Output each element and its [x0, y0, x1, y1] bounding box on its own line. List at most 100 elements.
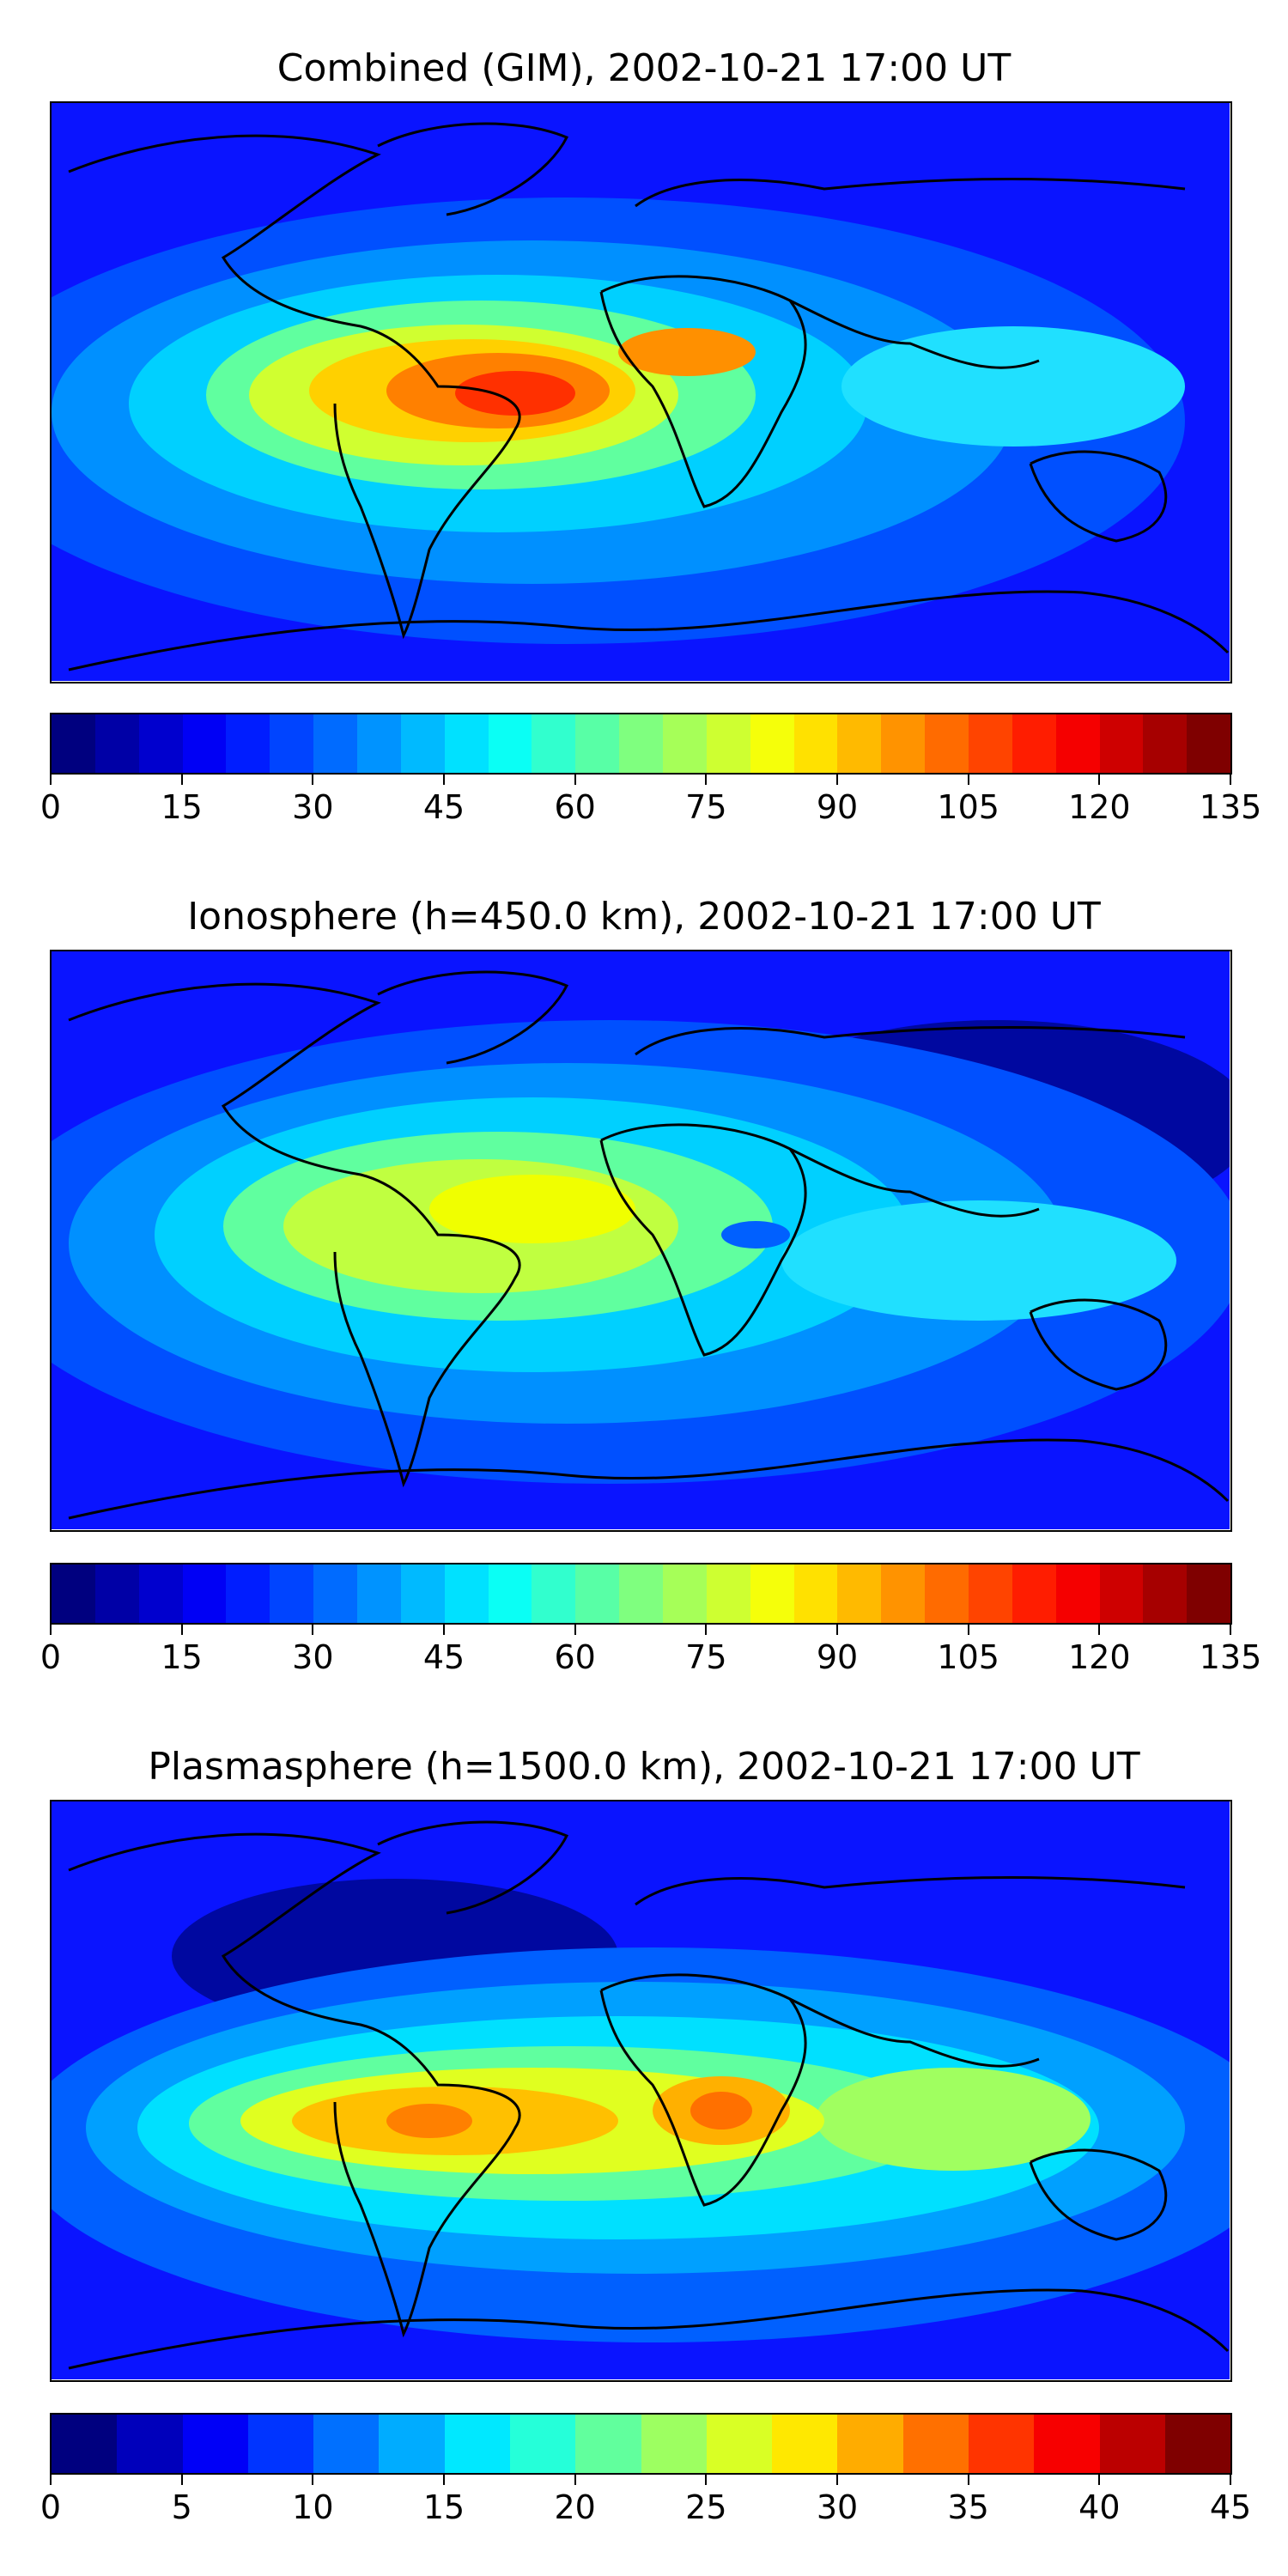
- colorbar-level: [706, 714, 750, 773]
- colorbar-level: [750, 714, 794, 773]
- colorbar-tick: [836, 1625, 838, 1635]
- colorbar-tick-label: 25: [685, 2488, 727, 2526]
- colorbar-level: [881, 1564, 926, 1623]
- colorbar-tick: [1098, 1625, 1101, 1635]
- contour-band: [721, 1221, 790, 1249]
- colorbar-tick-label: 15: [161, 788, 203, 826]
- colorbar-level: [837, 1564, 882, 1623]
- colorbar-tick-label: 120: [1068, 788, 1131, 826]
- coastlines: [68, 1820, 1230, 2370]
- colorbar-level: [925, 714, 969, 773]
- colorbar-level: [444, 714, 489, 773]
- panel-title-combined: Combined (GIM), 2002-10-21 17:00 UT: [276, 46, 1012, 90]
- colorbar-level: [357, 714, 401, 773]
- colorbar-level: [1164, 2415, 1231, 2473]
- colorbar-level: [94, 714, 139, 773]
- colorbar-tick: [574, 775, 576, 785]
- colorbar-level: [138, 714, 183, 773]
- panel-title-ionosphere: Ionosphere (h=450.0 km), 2002-10-21 17:0…: [187, 895, 1101, 939]
- colorbar-tick-label: 15: [422, 2488, 465, 2526]
- colorbar-level: [488, 1564, 532, 1623]
- colorbar-level: [575, 714, 620, 773]
- colorbar-level: [226, 1564, 270, 1623]
- contour-band: [386, 2104, 472, 2138]
- colorbar-level: [52, 714, 95, 773]
- colorbar-level: [663, 714, 707, 773]
- contour-band: [690, 2092, 752, 2129]
- colorbar-tick-label: 45: [1209, 2488, 1252, 2526]
- colorbar-tick: [50, 2475, 52, 2485]
- colorbar-level: [247, 2415, 314, 2473]
- colorbar-level: [226, 714, 270, 773]
- colorbar-tick: [50, 1625, 52, 1635]
- colorbar-tick: [180, 1625, 183, 1635]
- colorbar-level: [1055, 1564, 1100, 1623]
- colorbar-tick: [705, 2475, 708, 2485]
- map-ionosphere: [50, 950, 1232, 1532]
- colorbar-tick: [1230, 1625, 1231, 1635]
- colorbar-tick: [1230, 775, 1231, 785]
- colorbar-tick: [574, 2475, 576, 2485]
- colorbar-level: [706, 2415, 773, 2473]
- colorbar-ionosphere: [50, 1563, 1232, 1625]
- colorbar-tick-label: 30: [292, 788, 334, 826]
- panel-title-plasmasphere: Plasmasphere (h=1500.0 km), 2002-10-21 1…: [148, 1745, 1140, 1789]
- map-plasmasphere: [50, 1800, 1232, 2382]
- colorbar-level: [1099, 714, 1144, 773]
- colorbar-level: [793, 1564, 838, 1623]
- colorbar-tick: [705, 1625, 708, 1635]
- colorbar-tick: [312, 2475, 314, 2485]
- colorbar-tick-label: 15: [161, 1638, 203, 1676]
- colorbar-tick-label: 40: [1078, 2488, 1121, 2526]
- colorbar-tick: [1230, 2475, 1231, 2485]
- colorbar-tick: [443, 2475, 445, 2485]
- colorbar-tick: [50, 775, 52, 785]
- colorbar-tick-label: 105: [937, 1638, 999, 1676]
- colorbar-tick: [443, 775, 445, 785]
- colorbar-level: [400, 714, 445, 773]
- colorbar-tick: [967, 1625, 969, 1635]
- colorbar-tick: [312, 1625, 314, 1635]
- coastlines: [68, 970, 1230, 1520]
- colorbar-tick-label: 45: [422, 1638, 465, 1676]
- colorbar-level: [619, 714, 664, 773]
- colorbar-tick-label: 0: [39, 788, 62, 826]
- colorbar-tick: [705, 775, 708, 785]
- colorbar-level: [641, 2415, 707, 2473]
- colorbar-level: [444, 2415, 510, 2473]
- colorbar-level: [532, 1564, 576, 1623]
- colorbar-tick-label: 30: [292, 1638, 334, 1676]
- contour-band: [816, 2068, 1091, 2171]
- colorbar-level: [182, 714, 227, 773]
- coastlines: [68, 122, 1230, 671]
- colorbar-level: [1034, 2415, 1100, 2473]
- colorbar-level: [270, 714, 314, 773]
- colorbar-tick-label: 35: [947, 2488, 989, 2526]
- colorbar-tick: [967, 775, 969, 785]
- colorbar-level: [837, 2415, 903, 2473]
- colorbar-tick-label: 20: [554, 2488, 596, 2526]
- colorbar-tick: [180, 2475, 183, 2485]
- colorbar-level: [509, 2415, 576, 2473]
- colorbar-level: [379, 2415, 445, 2473]
- colorbar-level: [1099, 1564, 1144, 1623]
- colorbar-tick-label: 90: [816, 1638, 859, 1676]
- colorbar-level: [357, 1564, 401, 1623]
- colorbar-tick-label: 105: [937, 788, 999, 826]
- colorbar-tick: [443, 1625, 445, 1635]
- colorbar-level: [138, 1564, 183, 1623]
- colorbar-level: [313, 1564, 358, 1623]
- colorbar-tick-label: 135: [1199, 1638, 1262, 1676]
- colorbar-tick-label: 10: [292, 2488, 334, 2526]
- colorbar-tick-label: 90: [816, 788, 859, 826]
- colorbar-level: [1012, 1564, 1056, 1623]
- colorbar-tick-label: 5: [171, 2488, 192, 2526]
- colorbar-level: [182, 2415, 248, 2473]
- colorbar-level: [400, 1564, 445, 1623]
- colorbar-level: [969, 714, 1012, 773]
- colorbar-level: [1143, 1564, 1188, 1623]
- contour-band: [841, 326, 1185, 447]
- colorbar-tick-label: 120: [1068, 1638, 1131, 1676]
- colorbar-tick-label: 0: [39, 2488, 62, 2526]
- colorbar-level: [270, 1564, 314, 1623]
